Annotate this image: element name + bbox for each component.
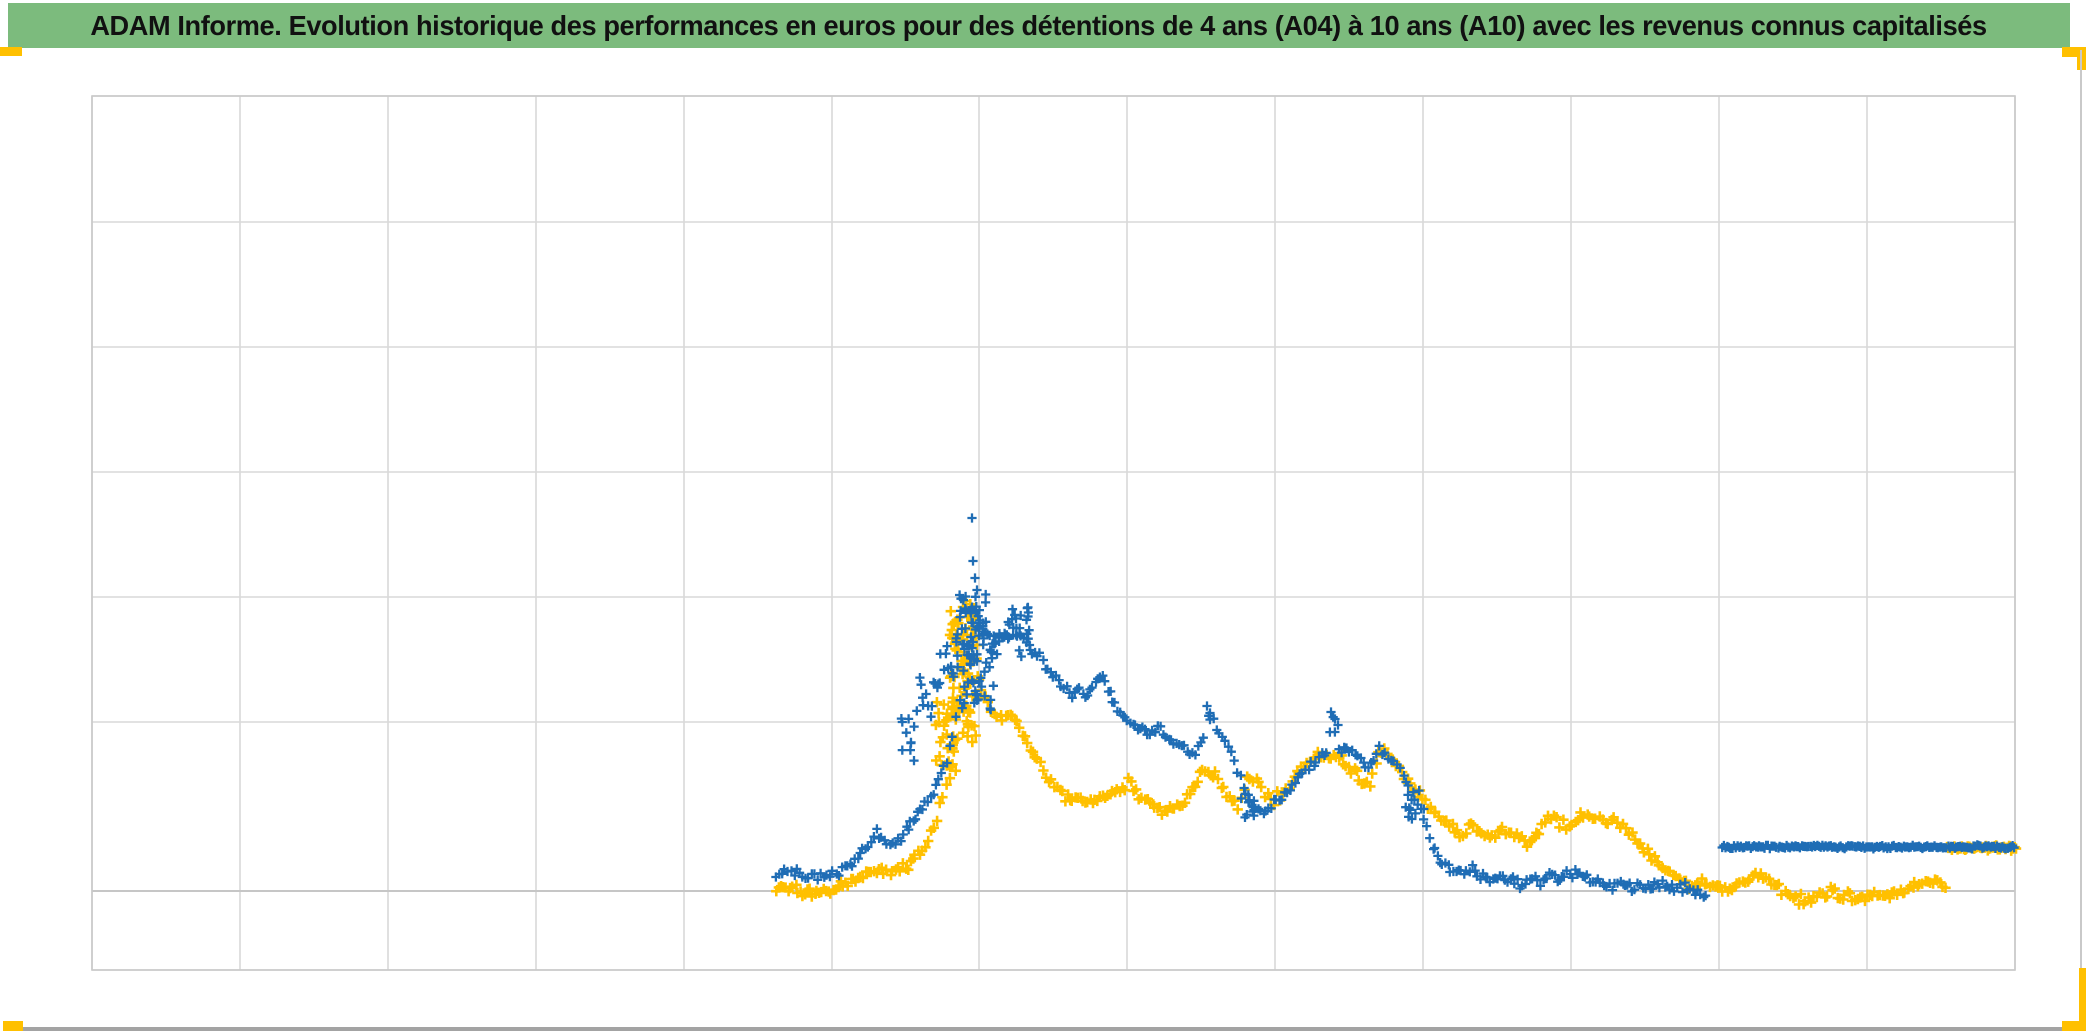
page-title: ADAM Informe. Evolution historique des p… [90, 9, 1988, 41]
header-bar: ADAM Informe. Evolution historique des p… [8, 3, 2070, 48]
corner-accent-bottom-right-vertical [2079, 968, 2086, 1031]
corner-accent-bottom-right-foot [2062, 1021, 2086, 1031]
corner-accent-top-right-horizontal [2062, 47, 2086, 57]
series-blue [771, 513, 2019, 902]
corner-accent-bottom-left [3, 1021, 23, 1031]
plot-area-border [91, 95, 2016, 971]
right-edge-line [2080, 50, 2082, 1031]
series-yellow [771, 595, 2022, 910]
corner-accent-top-left [0, 47, 22, 56]
series-yellow-markers [771, 595, 2022, 910]
bottom-rule [22, 1027, 2086, 1031]
series-blue-markers [771, 513, 2019, 902]
